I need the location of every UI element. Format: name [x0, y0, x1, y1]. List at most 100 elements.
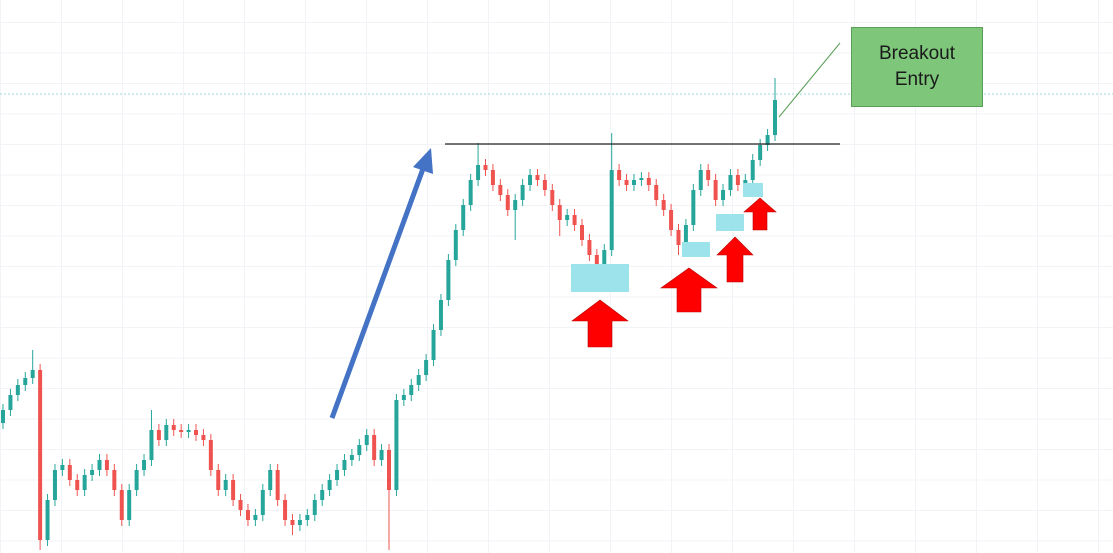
- candle-body: [520, 185, 525, 200]
- candle-body: [691, 190, 696, 225]
- candle-body: [275, 470, 280, 500]
- candle-body: [609, 170, 614, 250]
- support-zone: [682, 242, 710, 257]
- candle-body: [438, 300, 443, 330]
- candle-body: [550, 190, 555, 205]
- up-arrow: [660, 267, 718, 313]
- candle-body: [528, 175, 533, 185]
- candle-body: [424, 360, 429, 375]
- candle-body: [238, 500, 243, 510]
- candle-body: [572, 215, 577, 225]
- candle-body: [409, 385, 414, 395]
- candle-body: [245, 510, 250, 520]
- candle-body: [535, 175, 540, 180]
- candle-body: [349, 455, 354, 460]
- candle-body: [387, 450, 391, 490]
- candle-body: [186, 430, 191, 432]
- candle-body: [513, 200, 518, 210]
- candle-body: [290, 520, 295, 525]
- candle-body: [119, 490, 124, 520]
- candle-body: [30, 370, 35, 378]
- candle-body: [82, 475, 87, 490]
- candle-body: [364, 435, 369, 445]
- candle-body: [631, 180, 636, 185]
- candles: [1, 78, 777, 550]
- candle-body: [639, 178, 644, 180]
- candle-body: [8, 395, 13, 410]
- candle-body: [557, 205, 562, 220]
- candle-body: [490, 170, 495, 185]
- candle-body: [104, 460, 109, 470]
- up-arrow: [716, 236, 754, 283]
- candle-body: [156, 430, 161, 440]
- candle-body: [728, 175, 733, 190]
- candle-body: [698, 170, 703, 190]
- candle-body: [453, 230, 458, 260]
- candle-body: [97, 460, 102, 470]
- candle-body: [327, 480, 332, 490]
- candle-body: [320, 490, 325, 500]
- candle-body: [283, 500, 288, 520]
- candle-body: [1, 410, 5, 423]
- candle-body: [127, 490, 132, 520]
- support-zone: [743, 183, 763, 197]
- candle-body: [594, 255, 599, 265]
- annotation: Breakout Entry: [851, 27, 983, 107]
- candle-body: [253, 515, 258, 520]
- candle-body: [758, 145, 763, 160]
- candle-body: [75, 480, 80, 490]
- candle-body: [149, 430, 154, 460]
- candle-body: [624, 180, 629, 185]
- candle-body: [15, 385, 20, 395]
- candle-body: [305, 515, 310, 520]
- candle-body: [713, 180, 718, 200]
- candle-body: [476, 165, 481, 180]
- candle-body: [312, 500, 317, 515]
- candle-body: [112, 470, 117, 490]
- candle-body: [67, 465, 72, 480]
- candle-body: [268, 470, 273, 490]
- candle-body: [669, 210, 674, 230]
- candle-body: [683, 225, 688, 245]
- candle-body: [676, 230, 681, 245]
- candle-body: [661, 200, 666, 210]
- candle-body: [580, 225, 584, 240]
- up-arrow: [743, 197, 777, 231]
- candle-body: [602, 250, 607, 265]
- candle-body: [721, 190, 726, 200]
- candle-body: [483, 165, 488, 170]
- candle-body: [142, 460, 147, 470]
- trend-arrow-head: [413, 148, 433, 174]
- candle-body: [431, 330, 436, 360]
- candle-body: [60, 465, 65, 470]
- candle-body: [446, 260, 451, 300]
- candle-body: [617, 170, 622, 180]
- candle-body: [171, 425, 176, 430]
- candle-body: [335, 470, 340, 480]
- candle-body: [260, 490, 265, 515]
- candle-body: [565, 215, 570, 220]
- candle-body: [498, 185, 503, 195]
- candle-body: [379, 450, 384, 460]
- candle-body: [223, 480, 228, 490]
- candle-body: [216, 470, 221, 490]
- support-zone: [716, 214, 744, 231]
- candle-body: [750, 160, 755, 180]
- candle-body: [372, 435, 377, 460]
- candle-body: [231, 480, 236, 500]
- candle-body: [342, 460, 347, 470]
- candle-body: [542, 180, 547, 190]
- candle-body: [134, 470, 139, 490]
- trend-arrow: [329, 165, 427, 419]
- candle-body: [23, 378, 28, 385]
- candle-body: [587, 240, 592, 255]
- candle-body: [45, 500, 50, 540]
- candle-body: [706, 170, 711, 180]
- candle-body: [52, 470, 57, 500]
- candle-body: [461, 205, 466, 230]
- candle-body: [416, 375, 421, 385]
- candle-body: [773, 100, 777, 135]
- candle-body: [468, 180, 473, 205]
- candle-body: [743, 180, 748, 185]
